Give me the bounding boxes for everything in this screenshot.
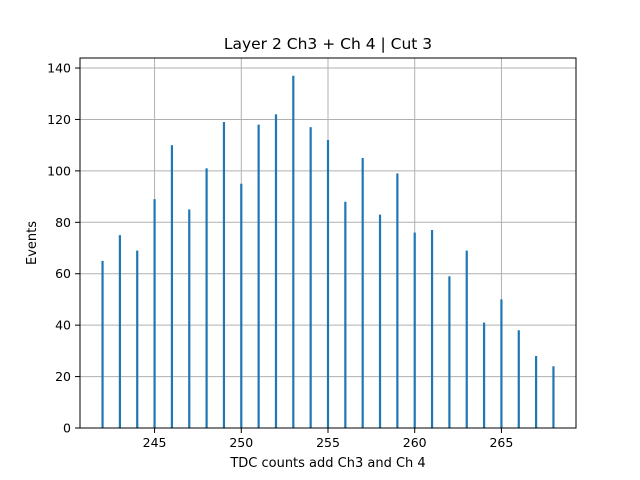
x-tick-label: 265 <box>489 435 513 450</box>
y-tick-label: 0 <box>63 421 71 436</box>
histogram-bar <box>361 158 364 428</box>
histogram-bars <box>101 75 555 429</box>
y-tick-label: 20 <box>55 369 71 384</box>
histogram-bar <box>205 168 208 428</box>
x-tick-label: 255 <box>316 435 340 450</box>
histogram-bar <box>326 140 330 429</box>
histogram-bar <box>257 124 260 429</box>
x-tick-label: 245 <box>143 435 167 450</box>
y-tick-label: 120 <box>47 112 71 127</box>
histogram-bar <box>430 230 434 428</box>
y-tick-label: 40 <box>55 318 71 333</box>
x-tick-label: 260 <box>403 435 427 450</box>
histogram-bar <box>118 235 121 428</box>
histogram-bar <box>535 356 538 428</box>
chart-title: Layer 2 Ch3 + Ch 4 | Cut 3 <box>224 35 432 53</box>
histogram-bar <box>517 330 520 428</box>
histogram-bar <box>378 214 382 428</box>
y-axis-label: Events <box>25 221 40 265</box>
histogram-bar <box>344 201 347 428</box>
histogram-bar <box>136 250 139 428</box>
histogram-bar <box>552 366 555 428</box>
x-axis-label: TDC counts add Ch3 and Ch 4 <box>229 456 425 471</box>
histogram-bar <box>292 75 295 428</box>
histogram-bar <box>153 199 156 428</box>
y-tick-label: 100 <box>47 163 71 178</box>
x-axis-ticks: 245 250 255 260 265 <box>143 428 513 450</box>
histogram-bar <box>482 322 486 428</box>
histogram-bar <box>448 276 451 428</box>
histogram-bar <box>413 232 416 428</box>
histogram-bar <box>274 114 278 428</box>
y-tick-label: 60 <box>55 266 71 281</box>
histogram-bar <box>170 145 174 428</box>
histogram-bar <box>396 173 399 428</box>
histogram-bar <box>222 122 226 429</box>
histogram-bar <box>101 260 104 428</box>
histogram-bar <box>240 183 243 428</box>
histogram-bar <box>188 209 191 428</box>
histogram-bar <box>309 127 312 429</box>
y-tick-label: 140 <box>47 61 71 76</box>
histogram-bar <box>500 299 503 428</box>
histogram-bar <box>465 250 468 428</box>
y-tick-label: 80 <box>55 215 71 230</box>
x-tick-label: 250 <box>229 435 253 450</box>
y-axis-ticks: 0 20 40 60 80 100 120 140 <box>47 61 80 436</box>
